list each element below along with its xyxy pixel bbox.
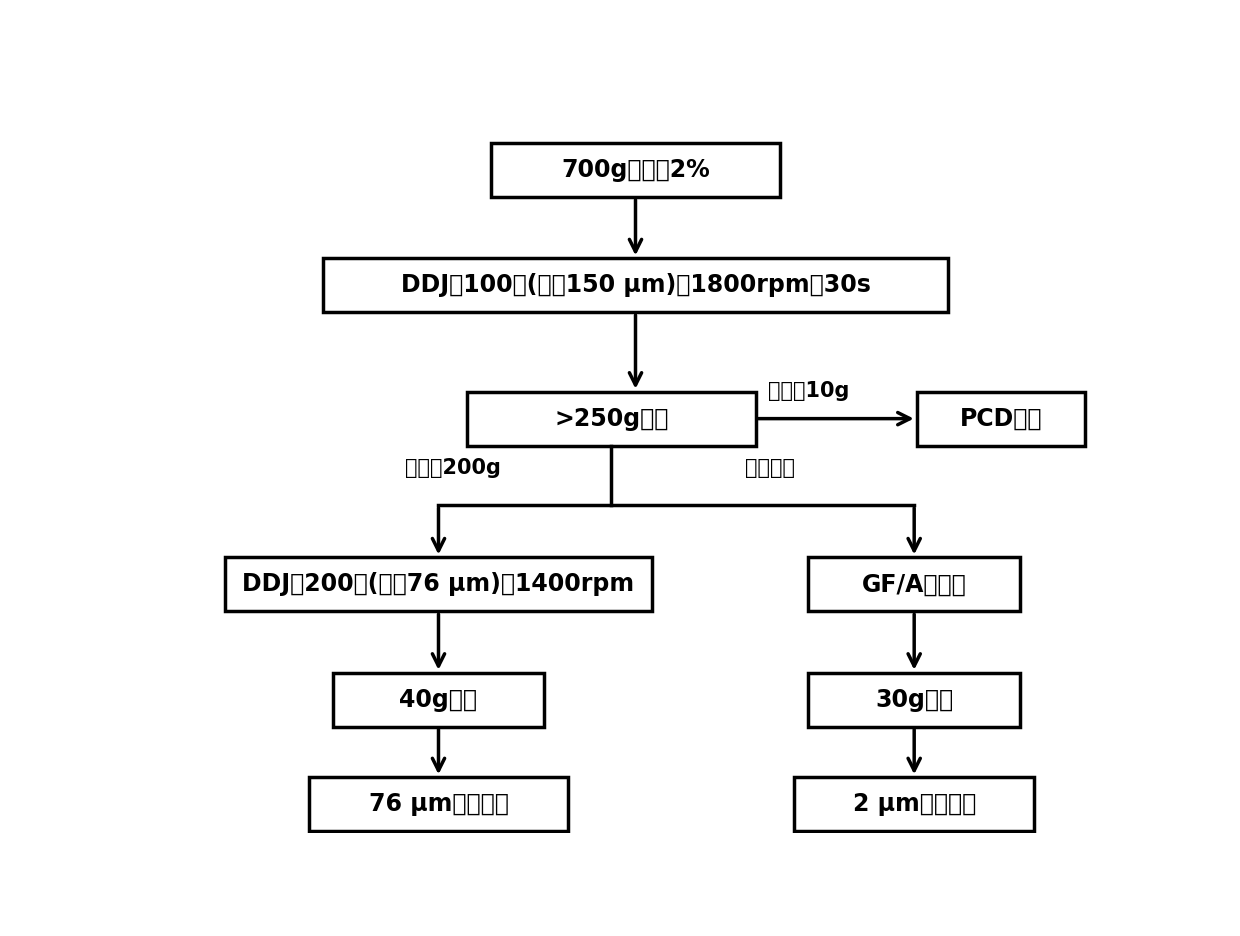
Bar (324, 258, 947, 313)
Bar (808, 557, 1019, 611)
Text: 搅匀取200g: 搅匀取200g (405, 459, 501, 478)
Bar (309, 777, 568, 831)
Text: 2 μm滤液浊度: 2 μm滤液浊度 (853, 792, 976, 816)
Bar (224, 557, 652, 611)
Text: 40g滤液: 40g滤液 (399, 688, 477, 711)
Bar (332, 673, 544, 726)
Bar (916, 391, 1085, 446)
Text: PCD测试: PCD测试 (960, 406, 1042, 431)
Text: DDJ，100目(孔径150 μm)，1800rpm，30s: DDJ，100目(孔径150 μm)，1800rpm，30s (401, 273, 870, 298)
Text: 搅匀取10g: 搅匀取10g (768, 381, 849, 401)
Bar (808, 673, 1019, 726)
Text: 30g滤液: 30g滤液 (875, 688, 954, 711)
Bar (467, 391, 755, 446)
Bar (794, 777, 1034, 831)
Bar (491, 143, 780, 197)
Text: 余下静置: 余下静置 (745, 459, 795, 478)
Text: >250g滤液: >250g滤液 (554, 406, 668, 431)
Text: GF/A，抽滤: GF/A，抽滤 (862, 573, 966, 596)
Text: 76 μm滤液浊度: 76 μm滤液浊度 (368, 792, 508, 816)
Text: DDJ，200目(孔径76 μm)，1400rpm: DDJ，200目(孔径76 μm)，1400rpm (243, 573, 635, 596)
Text: 700g，浆浓2%: 700g，浆浓2% (562, 158, 709, 182)
